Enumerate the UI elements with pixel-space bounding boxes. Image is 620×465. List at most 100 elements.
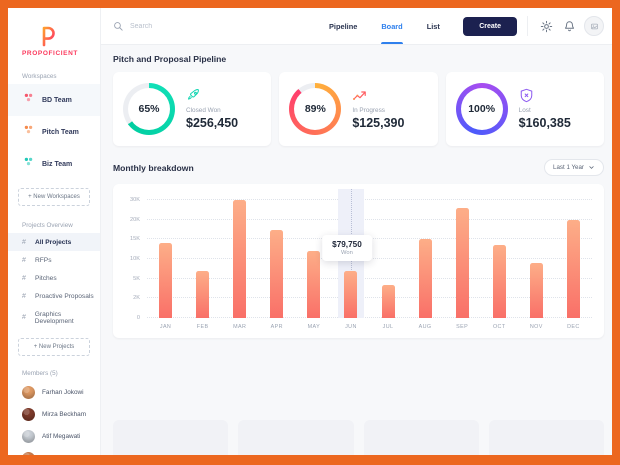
bar-apr[interactable]	[270, 229, 284, 318]
sidebar: PROPOFICIENT Workspaces BD Team Pitch Tea…	[8, 8, 101, 455]
tab-pipeline[interactable]: Pipeline	[329, 21, 358, 31]
gridline	[147, 218, 592, 220]
kpi-card-in-progress: 89% In Progress $125,390	[279, 72, 438, 146]
sidebar-item-bd-team[interactable]: BD Team	[8, 84, 100, 116]
project-label: RFPs	[35, 256, 52, 264]
sidebar-item-graphics-development[interactable]: # Graphics Development	[8, 305, 100, 330]
chevron-down-icon	[589, 166, 594, 169]
search-box[interactable]	[113, 8, 263, 44]
team-dots-icon	[22, 155, 35, 173]
bar-dec[interactable]	[566, 219, 580, 318]
member-item-atif-megawati[interactable]: Atif Megawati	[8, 425, 100, 447]
bar-column-may[interactable]	[295, 200, 332, 318]
kpi-cards: 65% Closed Won $256,450 89% In Progress $125,…	[113, 72, 604, 146]
topbar-divider	[527, 16, 528, 36]
sidebar-item-rfps[interactable]: # RFPs	[8, 251, 100, 269]
monthly-breakdown-chart: 0 2K 5K 10K 15K 20K 30K $79,750 Won JAN FEB MAR AP…	[113, 184, 604, 338]
member-avatar	[22, 407, 35, 421]
bar-column-dec[interactable]	[555, 200, 592, 318]
new-workspace-button[interactable]: + New Workspaces	[18, 188, 90, 206]
x-tick-label: APR	[270, 324, 283, 330]
breakdown-title: Monthly breakdown	[113, 162, 194, 173]
donut-chart: 100%	[455, 83, 508, 135]
project-label: Pitches	[35, 274, 57, 282]
new-project-button[interactable]: + New Projects	[18, 338, 90, 356]
member-avatar	[22, 385, 35, 399]
bar-column-aug[interactable]	[407, 200, 444, 318]
search-icon	[114, 21, 123, 31]
x-tick-label: JAN	[159, 324, 172, 330]
bar-jan[interactable]	[159, 243, 173, 318]
bar-nov[interactable]	[529, 262, 543, 318]
date-range-label: Last 1 Year	[553, 164, 584, 171]
bar-aug[interactable]	[418, 239, 432, 318]
bar-tooltip: $79,750 Won	[322, 234, 372, 261]
view-tabs: Pipeline Board List	[329, 8, 440, 44]
sidebar-item-pitches[interactable]: # Pitches	[8, 269, 100, 287]
kpi-card-info: Closed Won $256,450	[186, 88, 238, 130]
hash-icon: #	[22, 274, 26, 282]
workspace-label: Biz Team	[42, 160, 73, 168]
bar-may[interactable]	[307, 251, 321, 318]
bar-column-nov[interactable]	[518, 200, 555, 318]
bar-sep[interactable]	[455, 207, 469, 318]
bar-jul[interactable]	[381, 285, 395, 318]
bar-column-jun[interactable]: $79,750 Won	[322, 189, 372, 318]
member-item-mirza-beckham[interactable]: Mirza Beckham	[8, 403, 100, 425]
bar-jun[interactable]	[344, 270, 358, 318]
tab-board[interactable]: Board	[381, 8, 404, 44]
breakdown-header: Monthly breakdown Last 1 Year	[113, 159, 604, 176]
bar-column-jan[interactable]	[147, 200, 184, 318]
board-column-preview	[113, 420, 229, 455]
gridline	[147, 277, 592, 279]
bar-column-apr[interactable]	[258, 200, 295, 318]
bar-column-feb[interactable]	[184, 200, 221, 318]
search-input[interactable]	[130, 22, 240, 30]
logo-p-icon	[42, 26, 55, 47]
member-item-irham-prabowo[interactable]: Irham Prabowo	[8, 447, 100, 455]
bar-column-oct[interactable]	[481, 200, 518, 318]
sidebar-item-all-projects[interactable]: # All Projects	[8, 233, 100, 251]
logo-text: PROPOFICIENT	[22, 50, 78, 57]
user-avatar[interactable]	[584, 16, 604, 36]
kpi-card-info: Lost $160,385	[519, 88, 571, 130]
kpi-amount: $256,450	[186, 116, 239, 130]
gridline	[147, 317, 592, 318]
sidebar-item-proactive-proposals[interactable]: # Proactive Proposals	[8, 287, 100, 305]
sidebar-item-pitch-team[interactable]: Pitch Team	[8, 116, 100, 148]
y-tick-label: 5K	[133, 275, 140, 282]
bar-feb[interactable]	[196, 270, 210, 318]
donut-percent: 89%	[304, 103, 326, 115]
y-tick-label: 10K	[130, 256, 140, 262]
member-item-farhan-jokowi[interactable]: Farhan Jokowi	[8, 381, 100, 403]
create-button[interactable]: Create	[463, 16, 517, 36]
x-axis-labels: JAN FEB MAR APR MAY JUN JUL AUG SEP OCT NOV DEC	[147, 318, 592, 332]
x-tick-label: JUL	[382, 324, 394, 330]
shield-x-icon	[519, 88, 571, 104]
sidebar-item-biz-team[interactable]: Biz Team	[8, 148, 100, 180]
tab-list[interactable]: List	[426, 21, 440, 31]
notifications-button[interactable]	[561, 18, 577, 34]
hash-icon: #	[22, 314, 26, 321]
donut-percent: 65%	[138, 103, 160, 115]
y-tick-label: 20K	[130, 216, 140, 223]
date-range-dropdown[interactable]: Last 1 Year	[544, 159, 604, 176]
board-column-preview	[363, 420, 479, 455]
bar-column-jul[interactable]	[369, 200, 406, 318]
kpi-label: Closed Won	[186, 107, 221, 114]
team-dots-icon	[22, 91, 35, 109]
member-name: Atif Megawati	[42, 432, 81, 440]
donut-percent: 100%	[468, 103, 496, 115]
bar-mar[interactable]	[233, 200, 247, 318]
workspace-label: Pitch Team	[42, 128, 79, 136]
board-column-preview	[238, 420, 354, 455]
settings-button[interactable]	[538, 18, 554, 34]
y-tick-label: 30K	[130, 197, 140, 203]
hash-icon: #	[22, 238, 26, 246]
x-tick-label: AUG	[418, 324, 432, 330]
project-label: Graphics Development	[34, 310, 74, 325]
bar-column-mar[interactable]	[221, 200, 258, 318]
bar-column-sep[interactable]	[444, 200, 481, 318]
bar-oct[interactable]	[492, 245, 506, 318]
board-columns-preview	[113, 412, 604, 455]
